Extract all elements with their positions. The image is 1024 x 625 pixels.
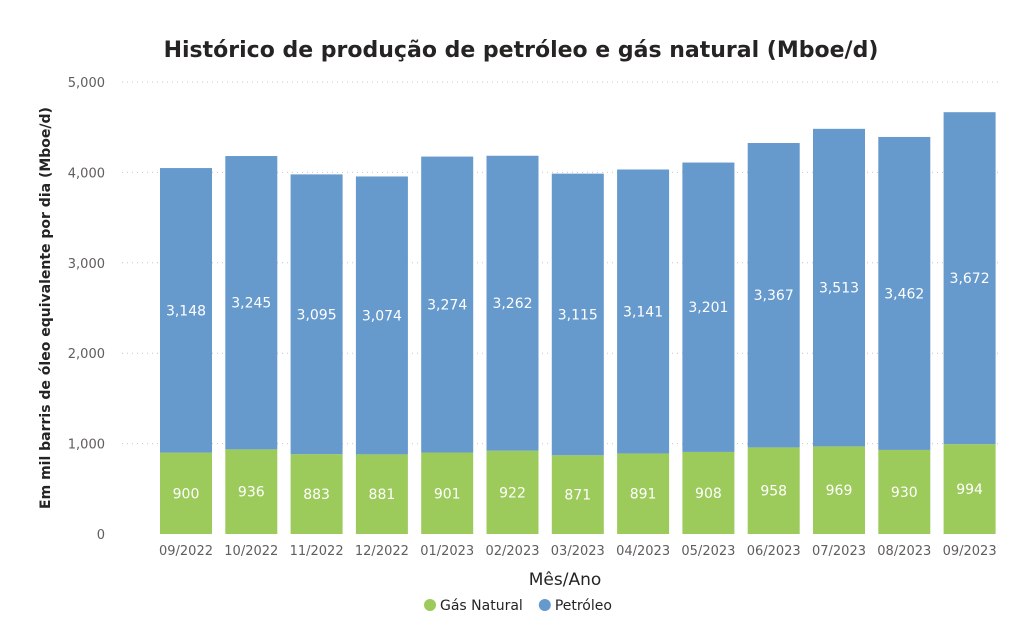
data-label: 883 (303, 487, 330, 503)
y-tick-label: 0 (97, 528, 105, 543)
data-label: 3,367 (754, 288, 794, 304)
data-label: 3,115 (558, 307, 598, 323)
data-label: 969 (826, 483, 853, 499)
x-tick-label: 12/2022 (355, 544, 409, 559)
bar-segment (878, 449, 931, 534)
y-tick-label: 3,000 (68, 257, 105, 272)
bar-segment (160, 452, 212, 534)
data-label: 908 (695, 486, 722, 502)
x-tick-label: 03/2023 (551, 544, 605, 559)
bar-segment (551, 173, 604, 456)
bar-segment (290, 454, 343, 534)
y-tick-label: 4,000 (68, 166, 105, 181)
data-label: 936 (238, 485, 265, 501)
data-label: 3,462 (884, 286, 924, 302)
data-label: 3,074 (362, 308, 402, 324)
data-label: 3,262 (492, 296, 532, 312)
data-label: 922 (499, 485, 526, 501)
x-tick-label: 05/2023 (681, 544, 735, 559)
bar-segment (813, 446, 865, 534)
y-axis-label: Em mil barris de óleo equivalente por di… (38, 107, 54, 509)
legend-label: Petróleo (555, 598, 612, 614)
bar-segment (747, 447, 800, 534)
data-label: 3,245 (231, 296, 271, 312)
bar-segment (421, 156, 474, 453)
data-label: 901 (434, 486, 461, 502)
legend-marker (538, 599, 551, 611)
data-label: 900 (173, 486, 200, 502)
data-label: 3,513 (819, 281, 859, 297)
y-tick-label: 2,000 (68, 347, 105, 362)
legend-marker (424, 599, 436, 611)
x-tick-label: 10/2022 (224, 544, 278, 559)
bar-segment (813, 128, 865, 447)
y-tick-label: 1,000 (68, 438, 105, 453)
bar-segment (225, 449, 278, 534)
x-tick-label: 07/2023 (812, 544, 866, 559)
x-tick-label: 01/2023 (420, 544, 474, 559)
bar-segment (421, 452, 474, 534)
bar-segment (355, 454, 408, 534)
bars: 900 3,148 936 3,245 883 3,095 881 3,074 901 3,274… (160, 112, 996, 534)
x-axis-ticks: 09/2022 10/2022 11/2022 12/2022 01/2023 02/20… (159, 544, 997, 559)
data-label: 930 (891, 485, 918, 501)
x-tick-label: 08/2023 (877, 544, 931, 559)
bar-segment (682, 451, 735, 534)
bar-segment (617, 169, 670, 454)
data-label: 3,201 (688, 300, 728, 316)
bar-segment (943, 444, 996, 534)
bar-segment (160, 168, 212, 453)
bar-segment (943, 112, 996, 445)
bar-segment (486, 155, 539, 451)
data-label: 3,274 (427, 298, 467, 314)
x-tick-label: 11/2022 (290, 544, 344, 559)
bar-segment (551, 455, 604, 534)
data-label: 958 (760, 484, 787, 500)
data-label: 3,095 (297, 307, 337, 323)
legend-label: Gás Natural (440, 598, 523, 614)
data-label: 3,672 (950, 271, 990, 287)
x-tick-label: 04/2023 (616, 544, 670, 559)
bar-segment (486, 450, 539, 534)
data-label: 3,141 (623, 304, 663, 320)
chart-title: Histórico de produção de petróleo e gás … (164, 38, 879, 63)
x-tick-label: 09/2022 (159, 544, 213, 559)
bar-segment (878, 136, 931, 450)
bar-segment (355, 176, 408, 455)
legend: Gás Natural Petróleo (424, 598, 612, 614)
bar-segment (747, 143, 800, 448)
bar-segment (617, 453, 670, 534)
data-label: 891 (630, 487, 657, 503)
x-tick-label: 09/2023 (943, 544, 997, 559)
data-label: 881 (369, 487, 396, 503)
x-tick-label: 06/2023 (747, 544, 801, 559)
y-tick-label: 5,000 (68, 76, 105, 91)
y-axis-ticks: 0 1,000 2,000 3,000 4,000 5,000 (68, 76, 105, 543)
x-axis-label: Mês/Ano (529, 570, 602, 590)
data-label: 871 (564, 488, 591, 504)
bar-segment (682, 162, 735, 452)
x-tick-label: 02/2023 (485, 544, 539, 559)
bar-segment (290, 174, 343, 455)
data-label: 3,148 (166, 303, 206, 319)
bar-segment (225, 156, 278, 450)
data-label: 994 (956, 482, 983, 498)
